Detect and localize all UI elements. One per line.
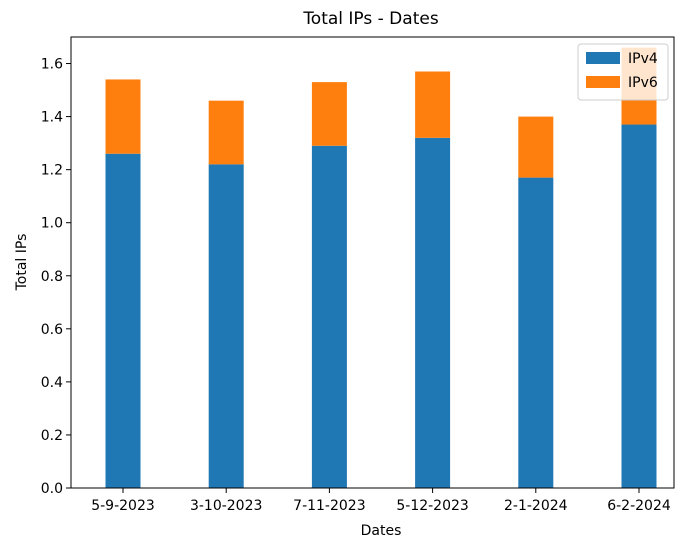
bar-ipv4-3-10-2023: [208, 164, 244, 488]
x-tick-label: 6-2-2024: [607, 498, 671, 514]
y-tick-label: 0.2: [41, 428, 63, 444]
x-axis-label: Dates: [361, 523, 402, 539]
y-axis-label: Total IPs: [14, 234, 30, 292]
bar-ipv4-6-2-2024: [621, 124, 657, 488]
x-tick-label: 7-11-2023: [293, 498, 365, 514]
bar-ipv6-2-1-2024: [518, 116, 554, 178]
legend-label-ipv4: IPv4: [628, 51, 658, 67]
x-tick-label: 2-1-2024: [504, 498, 568, 514]
bar-ipv4-5-12-2023: [415, 137, 451, 488]
x-axis: 5-9-2023 3-10-2023 7-11-2023 5-12-2023 2-1-2…: [91, 488, 671, 514]
y-tick-label: 1.4: [41, 110, 63, 126]
x-tick-label: 5-12-2023: [396, 498, 468, 514]
chart-title: Total IPs - Dates: [302, 9, 439, 29]
bar-ipv6-3-10-2023: [208, 100, 244, 165]
x-tick-label: 3-10-2023: [190, 498, 262, 514]
bar-ipv4-5-9-2023: [105, 153, 141, 488]
y-tick-label: 0.4: [41, 375, 63, 391]
bars-group: [105, 47, 657, 489]
y-tick-label: 1.0: [41, 216, 63, 232]
bar-ipv6-5-9-2023: [105, 79, 141, 154]
y-tick-label: 1.6: [41, 57, 63, 73]
legend-label-ipv6: IPv6: [628, 75, 658, 91]
bar-ipv4-2-1-2024: [518, 177, 554, 488]
y-tick-label: 0.0: [41, 481, 63, 497]
y-axis: 0.0 0.2 0.4 0.6 0.8 1.0 1.2 1.4 1.6: [41, 57, 71, 497]
x-tick-label: 5-9-2023: [91, 498, 155, 514]
bar-ipv4-7-11-2023: [311, 145, 347, 489]
y-tick-label: 0.6: [41, 322, 63, 338]
legend: IPv4 IPv6: [577, 43, 669, 101]
bar-ipv6-5-12-2023: [415, 71, 451, 138]
plot-frame: [70, 36, 675, 489]
bar-ipv6-7-11-2023: [311, 82, 347, 146]
y-tick-label: 1.2: [41, 163, 63, 179]
y-tick-label: 0.8: [41, 269, 63, 285]
legend-swatch-ipv4: [586, 52, 620, 64]
legend-swatch-ipv6: [586, 76, 620, 88]
